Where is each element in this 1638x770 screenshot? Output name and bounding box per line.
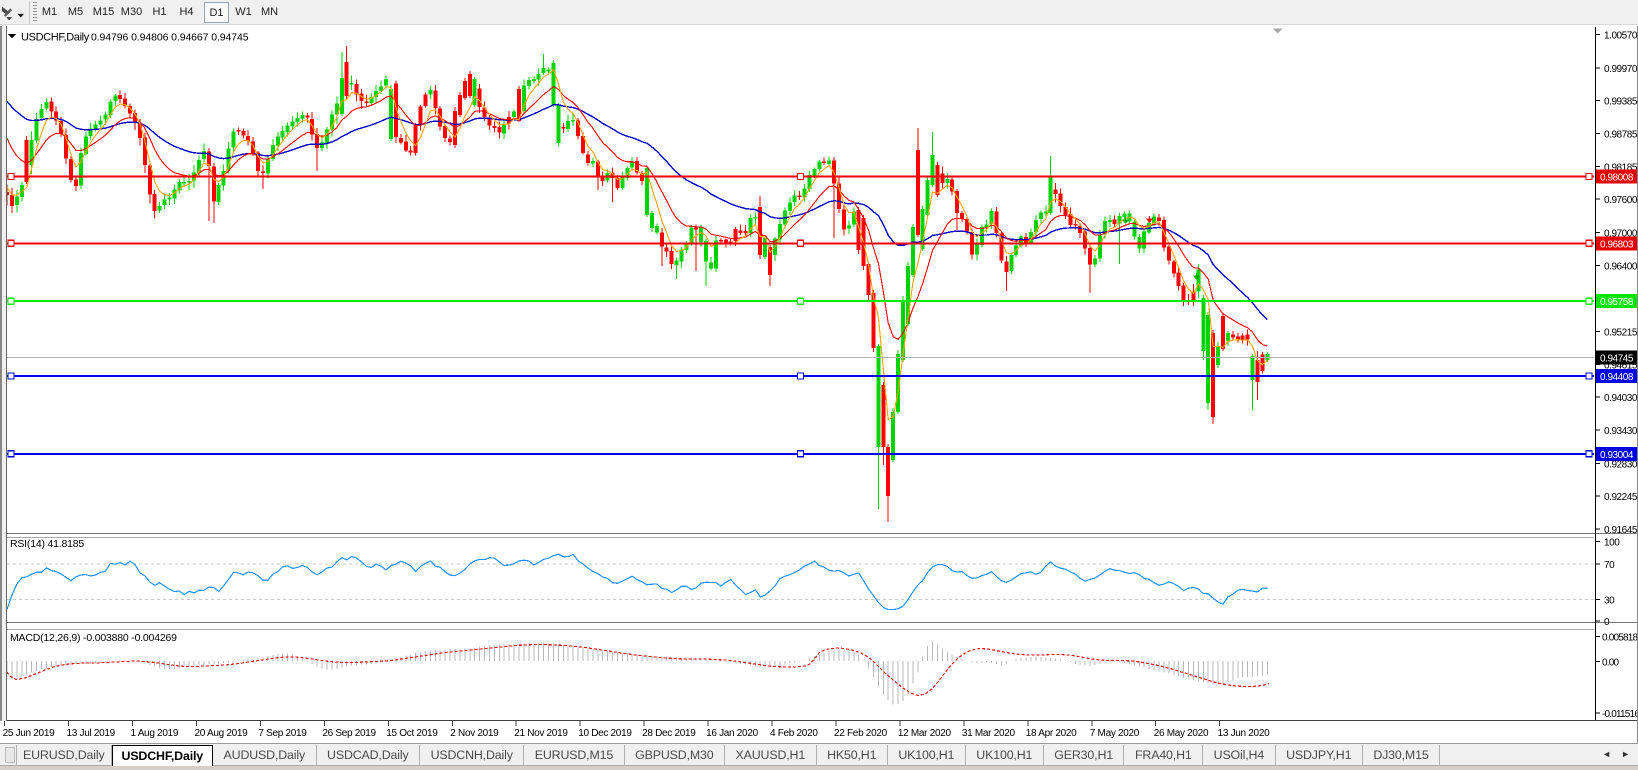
svg-text:20 Aug 2019: 20 Aug 2019	[195, 728, 249, 739]
svg-text:0.94030: 0.94030	[1604, 393, 1638, 404]
svg-text:13 Jul 2019: 13 Jul 2019	[67, 728, 116, 739]
svg-text:4 Feb 2020: 4 Feb 2020	[770, 728, 818, 739]
svg-text:0.97600: 0.97600	[1604, 195, 1638, 206]
svg-text:0.98008: 0.98008	[1600, 173, 1634, 184]
svg-text:-0.011516: -0.011516	[1602, 709, 1638, 720]
svg-text:1 Aug 2019: 1 Aug 2019	[131, 728, 179, 739]
svg-text:MACD(12,26,9) -0.003880 -0.004: MACD(12,26,9) -0.003880 -0.004269	[10, 632, 177, 644]
svg-text:0.94796 0.94806 0.94667 0.9474: 0.94796 0.94806 0.94667 0.94745	[91, 32, 249, 44]
svg-text:21 Nov 2019: 21 Nov 2019	[514, 728, 568, 739]
svg-text:18 Apr 2020: 18 Apr 2020	[1026, 728, 1077, 739]
svg-text:7 May 2020: 7 May 2020	[1090, 728, 1140, 739]
svg-text:RSI(14) 41.8185: RSI(14) 41.8185	[10, 538, 84, 550]
svg-text:0: 0	[1604, 617, 1610, 628]
svg-text:25 Jun 2019: 25 Jun 2019	[3, 728, 55, 739]
svg-text:7 Sep 2019: 7 Sep 2019	[258, 728, 307, 739]
svg-text:16 Jan 2020: 16 Jan 2020	[706, 728, 758, 739]
svg-text:26 Sep 2019: 26 Sep 2019	[322, 728, 376, 739]
svg-text:0.005818: 0.005818	[1602, 633, 1638, 644]
svg-text:USDCHF,Daily: USDCHF,Daily	[21, 32, 90, 44]
svg-text:15 Oct 2019: 15 Oct 2019	[386, 728, 438, 739]
svg-text:2 Nov 2019: 2 Nov 2019	[450, 728, 499, 739]
svg-text:28 Dec 2019: 28 Dec 2019	[642, 728, 696, 739]
svg-text:0.93430: 0.93430	[1604, 426, 1638, 437]
svg-text:0.96400: 0.96400	[1604, 262, 1638, 273]
svg-text:0.94745: 0.94745	[1600, 353, 1634, 364]
svg-text:0.92245: 0.92245	[1604, 492, 1638, 503]
svg-text:0.98185: 0.98185	[1604, 163, 1638, 174]
svg-text:0.98785: 0.98785	[1604, 130, 1638, 141]
svg-text:0.94615: 0.94615	[1604, 361, 1638, 372]
svg-text:31 Mar 2020: 31 Mar 2020	[962, 728, 1016, 739]
svg-text:12 Mar 2020: 12 Mar 2020	[898, 728, 952, 739]
svg-text:100: 100	[1604, 538, 1620, 549]
svg-text:1.00570: 1.00570	[1604, 31, 1638, 42]
svg-text:0.92830: 0.92830	[1604, 459, 1638, 470]
svg-text:0.96803: 0.96803	[1600, 239, 1634, 250]
svg-text:10 Dec 2019: 10 Dec 2019	[578, 728, 632, 739]
svg-text:0.99385: 0.99385	[1604, 96, 1638, 107]
svg-text:0.00: 0.00	[1602, 657, 1620, 668]
svg-text:0.97000: 0.97000	[1604, 228, 1638, 239]
svg-text:30: 30	[1604, 596, 1615, 607]
svg-text:0.91645: 0.91645	[1604, 525, 1638, 536]
svg-text:70: 70	[1604, 560, 1615, 571]
svg-text:26 May 2020: 26 May 2020	[1154, 728, 1209, 739]
svg-text:22 Feb 2020: 22 Feb 2020	[834, 728, 888, 739]
svg-text:0.93004: 0.93004	[1600, 450, 1634, 461]
svg-text:13 Jun 2020: 13 Jun 2020	[1218, 728, 1270, 739]
svg-text:0.95215: 0.95215	[1604, 327, 1638, 338]
svg-text:0.95758: 0.95758	[1600, 297, 1634, 308]
svg-text:0.99970: 0.99970	[1604, 64, 1638, 75]
svg-text:0.94408: 0.94408	[1600, 372, 1634, 383]
